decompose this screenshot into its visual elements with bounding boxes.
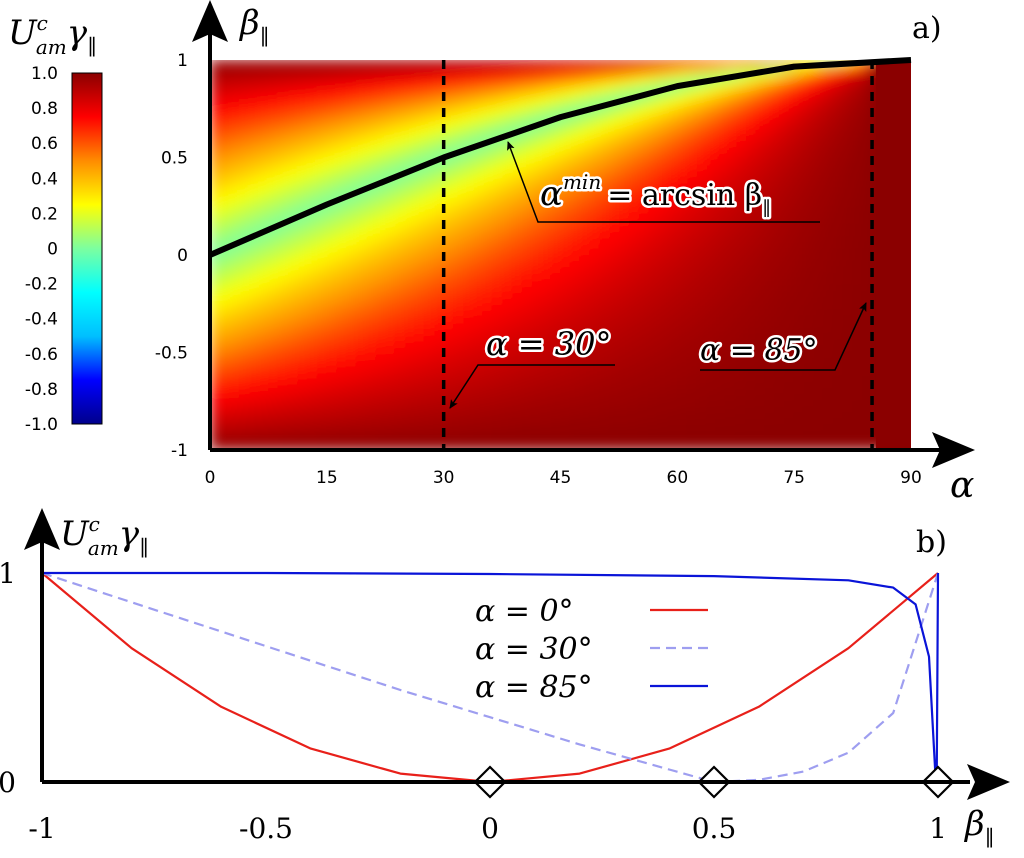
- line85-annotation: α = 85°: [700, 333, 818, 368]
- colorbar-title: Uc amγ‖: [8, 11, 97, 59]
- colorbar-tick-label: -0.2: [25, 275, 58, 295]
- curve-annotation: αmin = arcsin β‖: [540, 170, 771, 218]
- panel-a-y-axis-label: β‖: [238, 3, 270, 48]
- x-tick-label: 0: [481, 812, 499, 845]
- colorbar: 1.0 0.8 0.6 0.4 0.2 0 -0.2 -0.4 -0.6 -0.8 -1.0 Uc a…: [8, 11, 103, 435]
- x-tick-label: 15: [316, 468, 338, 488]
- legend-label-1: α = 30°: [475, 632, 593, 667]
- y-tick-label: 0.5: [161, 149, 188, 169]
- line30-annotation: α = 30°: [486, 325, 611, 363]
- x-tick-label: 0: [205, 468, 216, 488]
- panel-b: -1 -0.5 0 0.5 1 0 1 Uc amγ‖ β‖ b) α = 0°α = 30°…: [0, 508, 1010, 849]
- x-tick-label: -1: [28, 812, 55, 845]
- panel-b-y-axis-label: Uc amγ‖: [60, 512, 149, 560]
- curve-label-leader: [507, 141, 820, 223]
- y-tick-label: 0: [177, 246, 188, 266]
- line30-label-leader: [449, 364, 615, 409]
- colorbar-tick-label: -0.4: [25, 310, 58, 330]
- panel-a-label: a): [912, 11, 942, 46]
- x-tick-label: 45: [550, 468, 572, 488]
- legend: α = 0°α = 30°α = 85°: [475, 594, 708, 705]
- panel-a: 1.0 0.8 0.6 0.4 0.2 0 -0.2 -0.4 -0.6 -0.8 -1.0 Uc a…: [8, 0, 975, 506]
- legend-label-2: α = 85°: [475, 670, 593, 705]
- y-tick-label: 0: [0, 766, 16, 799]
- y-tick-label: -0.5: [155, 344, 188, 364]
- y-tick-label: 1: [177, 51, 188, 71]
- x-tick-label: 60: [667, 468, 689, 488]
- y-tick-label: 1: [0, 557, 16, 590]
- x-tick-label: 1: [929, 812, 947, 845]
- panel-b-label: b): [916, 525, 947, 560]
- panel-b-x-axis-label: β‖: [963, 804, 995, 849]
- x-tick-label: 0.5: [692, 812, 737, 845]
- line85-label-leader: [700, 302, 867, 371]
- panel-b-axes: [24, 508, 1010, 800]
- colorbar-gradient: [71, 72, 103, 425]
- colorbar-tick-label: -1.0: [25, 415, 58, 435]
- colorbar-tick-label: 0.2: [31, 204, 58, 224]
- x-tick-label: 75: [783, 468, 805, 488]
- series-line-1: [41, 571, 940, 784]
- colorbar-tick-label: 0.6: [31, 134, 58, 154]
- heatmap: [210, 60, 911, 450]
- colorbar-tick-label: 0: [47, 240, 58, 260]
- colorbar-tick-label: -0.8: [25, 380, 58, 400]
- saturated-band: [875, 60, 911, 450]
- legend-label-0: α = 0°: [475, 594, 574, 629]
- x-tick-label: 90: [900, 468, 922, 488]
- colorbar-tick-label: 0.8: [31, 99, 58, 119]
- colorbar-tick-label: -0.6: [25, 345, 58, 365]
- panel-a-x-axis-label: α: [950, 465, 974, 506]
- colorbar-tick-label: 0.4: [31, 169, 58, 189]
- y-tick-label: -1: [171, 441, 188, 461]
- alpha-min-curve: [208, 57, 912, 258]
- colorbar-tick-label: 1.0: [31, 64, 58, 84]
- x-tick-label: 30: [433, 468, 455, 488]
- panel-a-axes: [192, 0, 975, 468]
- x-tick-label: -0.5: [239, 812, 293, 845]
